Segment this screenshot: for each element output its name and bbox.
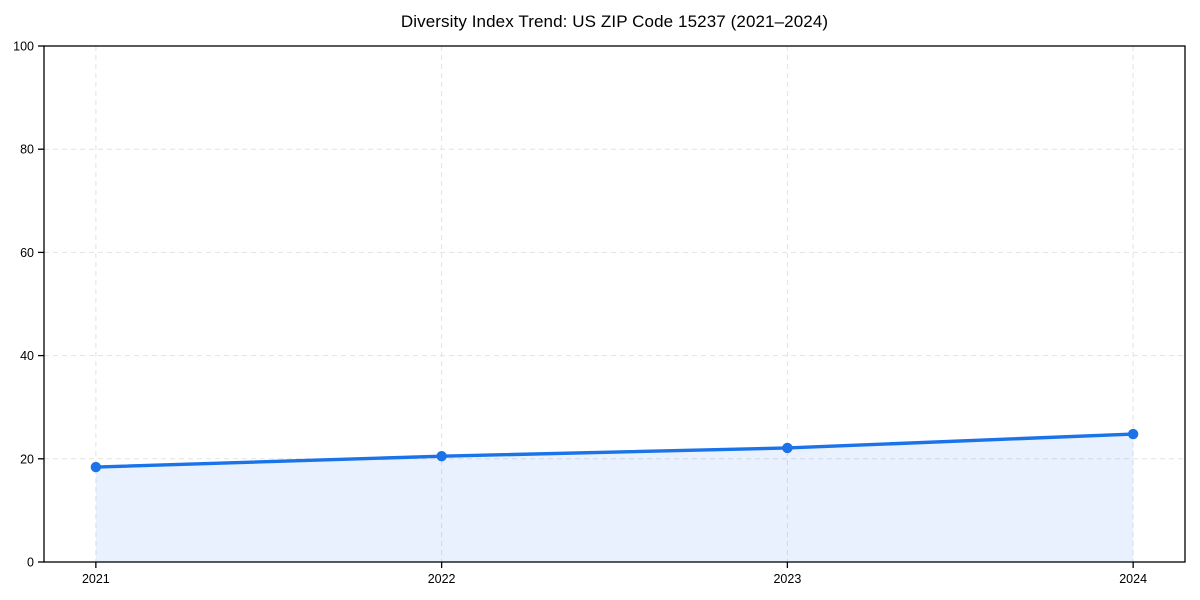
y-tick-label: 60 (20, 246, 34, 260)
plot-border (43, 45, 1186, 563)
axis-ticks (38, 45, 1134, 568)
x-tick-label: 2021 (82, 572, 110, 586)
x-tick-label: 2024 (1119, 572, 1147, 586)
tick-labels: 0 20 40 60 80 100 2021 2022 2023 2024 (13, 40, 1147, 587)
data-point-marker (90, 461, 102, 473)
y-tick-label: 0 (27, 556, 34, 570)
gridlines (44, 46, 1185, 562)
y-tick-label: 20 (20, 452, 34, 466)
area-fill (95, 434, 1134, 562)
y-tick-label: 40 (20, 349, 34, 363)
x-tick-label: 2023 (773, 572, 801, 586)
trend-line (94, 432, 1135, 469)
data-points (90, 428, 1139, 473)
data-point-marker (782, 442, 793, 454)
y-tick-label: 80 (20, 143, 34, 157)
x-tick-label: 2022 (428, 572, 456, 586)
y-tick-label: 100 (13, 40, 34, 54)
data-point-marker (1127, 428, 1139, 440)
chart-title: Diversity Index Trend: US ZIP Code 15237… (400, 12, 829, 31)
data-point-marker (436, 451, 447, 462)
